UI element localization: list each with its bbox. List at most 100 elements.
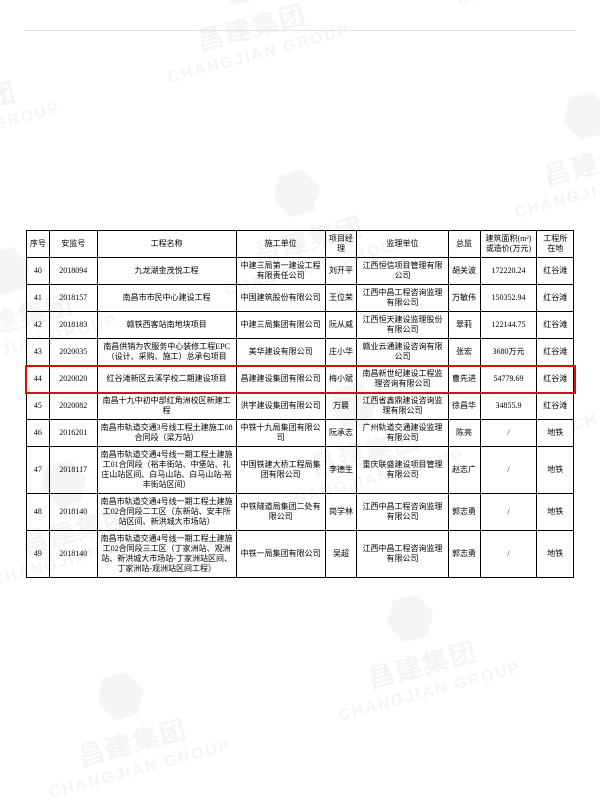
cell-area: 34855.9 (480, 393, 537, 420)
table-row: 422018183赣铁西客站南地块项目中建三局集团有限公司阮从威江西恒天建设监理… (27, 312, 574, 339)
cell-pm: 阮从威 (325, 312, 357, 339)
cell-anjian: 2018140 (49, 494, 97, 531)
cell-sgdw: 中铁一局集团有限公司 (236, 531, 325, 578)
table-row: 442020020红谷滩新区云溪学校二期建设项目昌建建设集团有限公司梅小斌南昌新… (27, 366, 574, 393)
cell-sgdw: 中国铁建大桥工程局集团有限公司 (236, 447, 325, 494)
col-zj: 总监 (448, 231, 480, 258)
cell-jldw: 广州轨道交通建设监理有限公司 (357, 420, 448, 447)
cell-jldw: 江西恒信项目管理有限公司 (357, 258, 448, 285)
cell-sgdw: 中铁十九局集团有限公司 (236, 420, 325, 447)
cell-jldw: 江西恒天建设监理股份有限公司 (357, 312, 448, 339)
cell-area: / (480, 447, 537, 494)
cell-zj: 万敏伟 (448, 285, 480, 312)
cell-zj: 曹先进 (448, 366, 480, 393)
table-row: 472018117南昌市轨道交通4号线一期工程土建施工01合同段（裕丰街站、中堡… (27, 447, 574, 494)
cell-zj: 胡关波 (448, 258, 480, 285)
cell-sgdw: 中铁隧道局集团二处有限公司 (236, 494, 325, 531)
cell-anjian: 2018157 (49, 285, 97, 312)
cell-jldw: 江西中昌工程咨询监理有限公司 (357, 285, 448, 312)
cell-sgdw: 中建三局第一建设工程有限责任公司 (236, 258, 325, 285)
cell-jldw: 赣业云通建设咨询有限公司 (357, 339, 448, 366)
cell-seq: 46 (27, 420, 50, 447)
cell-seq: 45 (27, 393, 50, 420)
cell-jldw: 南昌新世纪建设工程监理咨询有限公司 (357, 366, 448, 393)
col-jldw: 监理单位 (357, 231, 448, 258)
cell-pm: 李德生 (325, 447, 357, 494)
table-row: 462016201南昌市轨道交通3号线工程土建施工08合同段（梁万站）中铁十九局… (27, 420, 574, 447)
table-row: 432020035南昌供销为农服务中心装修工程EPC（设计、采购、施工）总承包项… (27, 339, 574, 366)
cell-pm: 王位荣 (325, 285, 357, 312)
cell-loc: 地铁 (537, 531, 574, 578)
cell-anjian: 2018140 (49, 531, 97, 578)
col-loc: 工程所在地 (537, 231, 574, 258)
col-name: 工程名称 (97, 231, 236, 258)
cell-loc: 红谷滩 (537, 366, 574, 393)
cell-zj: 张宏 (448, 339, 480, 366)
cell-anjian: 2018094 (49, 258, 97, 285)
cell-area: / (480, 531, 537, 578)
table-row: 482018140南昌市轨道交通4号线一期工程土建施工02合同段二工区（东新站、… (27, 494, 574, 531)
document-sheet: 序号 安监号 工程名称 施工单位 项目经理 监理单位 总监 建筑面积(m²)或造… (24, 30, 576, 770)
cell-seq: 44 (27, 366, 50, 393)
table-row: 492018140南昌市轨道交通4号线一期工程土建施工02合同段三工区（丁家洲站… (27, 531, 574, 578)
cell-anjian: 2016201 (49, 420, 97, 447)
table-row: 452020082南昌十九中初中部红角洲校区新建工程洪宇建设集团有限公司万晨江西… (27, 393, 574, 420)
cell-pm: 梅小斌 (325, 366, 357, 393)
cell-loc: 红谷滩 (537, 393, 574, 420)
cell-anjian: 2020082 (49, 393, 97, 420)
cell-jldw: 重庆联盛建设项目管理有限公司 (357, 447, 448, 494)
cell-pm: 刘开平 (325, 258, 357, 285)
cell-name: 南昌市轨道交通4号线一期工程土建施工01合同段（裕丰街站、中堡站、礼庄山站区间、… (97, 447, 236, 494)
cell-anjian: 2018183 (49, 312, 97, 339)
cell-pm: 吴超 (325, 531, 357, 578)
cell-loc: 红谷滩 (537, 312, 574, 339)
col-pm: 项目经理 (325, 231, 357, 258)
cell-zj: 陈亮 (448, 420, 480, 447)
cell-name: 南昌市市民中心建设工程 (97, 285, 236, 312)
projects-table: 序号 安监号 工程名称 施工单位 项目经理 监理单位 总监 建筑面积(m²)或造… (26, 230, 574, 578)
cell-area: 3680万元 (480, 339, 537, 366)
cell-seq: 42 (27, 312, 50, 339)
cell-loc: 红谷滩 (537, 258, 574, 285)
cell-name: 九龙湖金茂悦工程 (97, 258, 236, 285)
cell-area: 54779.69 (480, 366, 537, 393)
table-row: 402018094九龙湖金茂悦工程中建三局第一建设工程有限责任公司刘开平江西恒信… (27, 258, 574, 285)
cell-loc: 地铁 (537, 447, 574, 494)
cell-anjian: 2020035 (49, 339, 97, 366)
cell-area: / (480, 420, 537, 447)
col-area: 建筑面积(m²)或造价(万元) (480, 231, 537, 258)
cell-name: 南昌供销为农服务中心装修工程EPC（设计、采购、施工）总承包项目 (97, 339, 236, 366)
cell-sgdw: 美华建设有限公司 (236, 339, 325, 366)
cell-area: 172220.24 (480, 258, 537, 285)
cell-loc: 地铁 (537, 494, 574, 531)
cell-pm: 万晨 (325, 393, 357, 420)
cell-loc: 红谷滩 (537, 285, 574, 312)
cell-sgdw: 中建三局集团有限公司 (236, 312, 325, 339)
cell-loc: 地铁 (537, 420, 574, 447)
cell-jldw: 江西省鑫鼎建设咨询监理有限公司 (357, 393, 448, 420)
cell-seq: 47 (27, 447, 50, 494)
cell-seq: 49 (27, 531, 50, 578)
cell-zj: 徐昌华 (448, 393, 480, 420)
cell-seq: 40 (27, 258, 50, 285)
cell-pm: 庄小华 (325, 339, 357, 366)
cell-name: 红谷滩新区云溪学校二期建设项目 (97, 366, 236, 393)
cell-anjian: 2020020 (49, 366, 97, 393)
cell-loc: 红谷滩 (537, 339, 574, 366)
cell-area: 122144.75 (480, 312, 537, 339)
projects-table-wrap: 序号 安监号 工程名称 施工单位 项目经理 监理单位 总监 建筑面积(m²)或造… (26, 230, 574, 578)
col-seq: 序号 (27, 231, 50, 258)
cell-pm: 阮承志 (325, 420, 357, 447)
cell-name: 南昌市轨道交通4号线一期工程土建施工02合同段二工区（东新站、安丰所站区间、新洪… (97, 494, 236, 531)
cell-zj: 郭志勇 (448, 494, 480, 531)
cell-seq: 48 (27, 494, 50, 531)
col-sgdw: 施工单位 (236, 231, 325, 258)
cell-area: 150352.94 (480, 285, 537, 312)
col-anjian: 安监号 (49, 231, 97, 258)
cell-anjian: 2018117 (49, 447, 97, 494)
cell-name: 赣铁西客站南地块项目 (97, 312, 236, 339)
cell-name: 南昌市轨道交通4号线一期工程土建施工02合同段三工区（丁家洲站、观洲站、新洪城大… (97, 531, 236, 578)
cell-area: / (480, 494, 537, 531)
cell-jldw: 江西中昌工程咨询监理有限公司 (357, 531, 448, 578)
cell-zj: 翠莉 (448, 312, 480, 339)
